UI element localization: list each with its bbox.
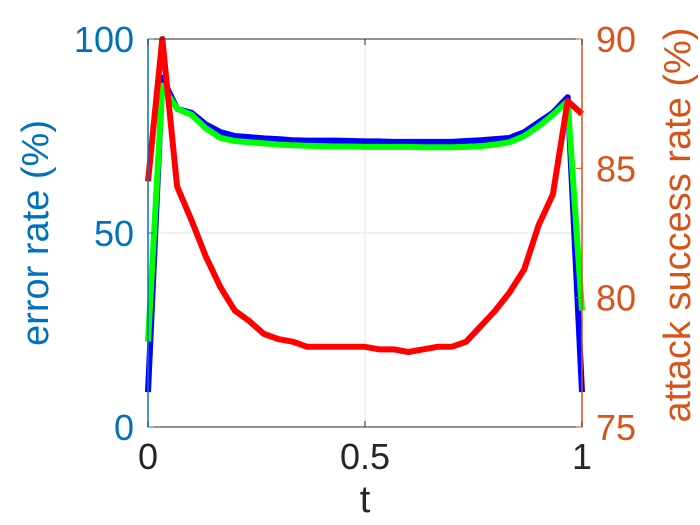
series-line-2 <box>145 82 585 342</box>
series-layer <box>145 36 585 393</box>
right-y-tick-label: 85 <box>596 148 636 189</box>
series-line-3 <box>145 36 585 355</box>
right-y-tick-label: 80 <box>596 278 636 319</box>
left-y-tick-label: 0 <box>114 407 134 448</box>
right-y-tick-label: 90 <box>596 19 636 60</box>
x-tick-label: 0 <box>138 436 158 477</box>
tick-labels: 0 0.5 1 0 50 100 75 80 85 90 <box>74 19 636 477</box>
left-y-tick-label: 100 <box>74 19 134 60</box>
right-y-tick-label: 75 <box>596 407 636 448</box>
x-axis-label: t <box>360 479 371 521</box>
left-y-axis-label: error rate (%) <box>15 120 57 346</box>
series-line-1 <box>145 74 585 393</box>
tick-marks <box>147 38 583 428</box>
x-tick-label: 1 <box>572 436 592 477</box>
right-y-axis-label: attack success rate (%) <box>657 28 699 423</box>
left-y-tick-label: 50 <box>94 213 134 254</box>
x-tick-label: 0.5 <box>340 436 390 477</box>
gridlines <box>148 39 582 427</box>
